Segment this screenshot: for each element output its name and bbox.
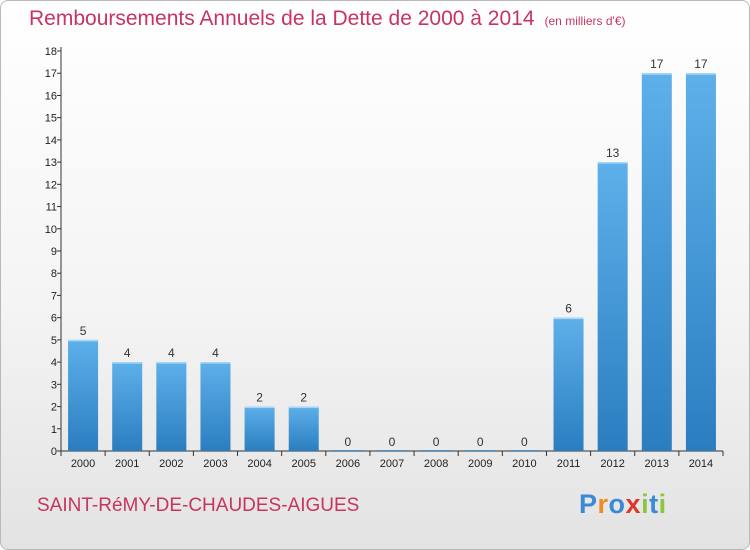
x-tick-label: 2009: [468, 458, 492, 470]
bar-highlight: [685, 73, 716, 75]
x-tick-label: 2014: [689, 458, 713, 470]
y-tick-label: 4: [51, 357, 57, 369]
chart-unit: (en milliers d'€): [544, 14, 626, 28]
proxiti-logo: Proxiti: [579, 489, 667, 520]
x-tick-label: 2008: [424, 458, 448, 470]
logo-letter: t: [649, 489, 659, 519]
logo-letter: i: [641, 489, 650, 519]
bar-value-label: 0: [477, 435, 484, 449]
y-tick-label: 17: [45, 68, 57, 80]
bar: [509, 450, 540, 451]
y-tick-label: 3: [51, 379, 57, 391]
bar: [156, 362, 187, 451]
x-tick-label: 2011: [557, 458, 581, 470]
x-tick-label: 2002: [159, 458, 183, 470]
y-tick-label: 0: [51, 446, 57, 458]
y-tick-label: 6: [51, 313, 57, 325]
x-tick-label: 2003: [203, 458, 227, 470]
bar-value-label: 0: [521, 435, 528, 449]
bar: [553, 317, 584, 451]
chart-title: Remboursements Annuels de la Dette de 20…: [29, 7, 626, 31]
y-tick-label: 10: [45, 224, 57, 236]
bar: [112, 362, 143, 451]
bar-highlight: [288, 406, 319, 409]
bar-highlight: [112, 362, 143, 364]
bar-value-label: 4: [212, 346, 219, 360]
bar: [465, 450, 496, 451]
bar-value-label: 6: [565, 302, 572, 316]
x-tick-label: 2007: [380, 458, 404, 470]
y-tick-label: 1: [51, 424, 57, 436]
bar: [244, 406, 275, 451]
y-tick-label: 16: [45, 90, 57, 102]
bar: [421, 450, 452, 451]
bar-value-label: 5: [80, 324, 87, 338]
bar: [68, 339, 99, 451]
bar: [641, 73, 672, 451]
x-tick-label: 2005: [291, 458, 315, 470]
commune-name: SAINT-RéMY-DE-CHAUDES-AIGUES: [37, 495, 360, 516]
x-tick-label: 2004: [247, 458, 271, 470]
y-tick-label: 11: [46, 202, 57, 214]
bar: [685, 73, 716, 451]
bar-value-label: 2: [300, 391, 307, 405]
y-tick-label: 13: [45, 157, 57, 169]
bar-value-label: 17: [694, 57, 708, 71]
x-tick-label: 2000: [71, 458, 95, 470]
x-tick-label: 2012: [600, 458, 624, 470]
bar-value-label: 13: [606, 146, 620, 160]
bar-value-label: 4: [168, 346, 175, 360]
y-tick-label: 12: [45, 179, 57, 191]
y-tick-label: 7: [51, 290, 57, 302]
y-tick-label: 14: [45, 135, 57, 147]
x-tick-label: 2010: [512, 458, 536, 470]
y-tick-label: 2: [51, 402, 57, 414]
bar: [597, 162, 628, 451]
logo-letter: r: [597, 489, 609, 519]
y-tick-label: 15: [45, 113, 57, 125]
bar-highlight: [156, 362, 187, 364]
bar-highlight: [200, 362, 231, 364]
bar: [376, 450, 408, 451]
bar-highlight: [641, 73, 672, 75]
bar-highlight: [244, 406, 275, 409]
y-tick-label: 5: [51, 335, 57, 347]
chart-bars: [68, 73, 716, 451]
bar: [200, 362, 231, 451]
y-tick-label: 18: [45, 46, 57, 58]
bar-highlight: [553, 317, 584, 320]
logo-letter: x: [625, 489, 642, 519]
logo-letter: o: [608, 489, 626, 519]
logo-letter: i: [658, 489, 667, 519]
x-tick-label: 2006: [336, 458, 360, 470]
bar-value-label: 17: [650, 57, 664, 71]
x-tick-label: 2013: [645, 458, 669, 470]
bar-value-label: 2: [256, 391, 263, 405]
bar-value-label: 0: [433, 435, 440, 449]
bar-value-label: 4: [124, 346, 131, 360]
x-tick-label: 2001: [115, 458, 139, 470]
chart-title-main: Remboursements Annuels de la Dette de 20…: [29, 7, 535, 30]
y-tick-label: 9: [51, 246, 57, 258]
logo-letter: P: [579, 489, 598, 519]
bar-value-label: 0: [389, 435, 396, 449]
bar-highlight: [68, 339, 99, 342]
bar: [332, 450, 363, 451]
bar-value-label: 0: [345, 435, 352, 449]
bar: [288, 406, 319, 451]
y-tick-label: 8: [51, 268, 57, 280]
chart-labels: 2000 5 2001 4 2002 4 2003 4 2004 2 2005 2 2006 0 2007 0…: [71, 57, 713, 470]
bar-highlight: [597, 162, 628, 164]
